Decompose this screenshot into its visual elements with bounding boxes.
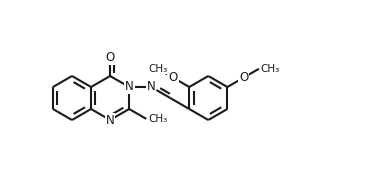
Text: O: O <box>239 71 248 84</box>
Text: N: N <box>125 81 134 93</box>
Text: CH₃: CH₃ <box>148 64 167 74</box>
Text: CH₃: CH₃ <box>148 64 167 74</box>
Text: N: N <box>106 113 114 127</box>
Text: O: O <box>105 51 115 64</box>
Text: O: O <box>169 71 178 84</box>
Text: CH₃: CH₃ <box>261 64 280 74</box>
Text: N: N <box>147 81 156 93</box>
Text: CH₃: CH₃ <box>148 114 167 124</box>
